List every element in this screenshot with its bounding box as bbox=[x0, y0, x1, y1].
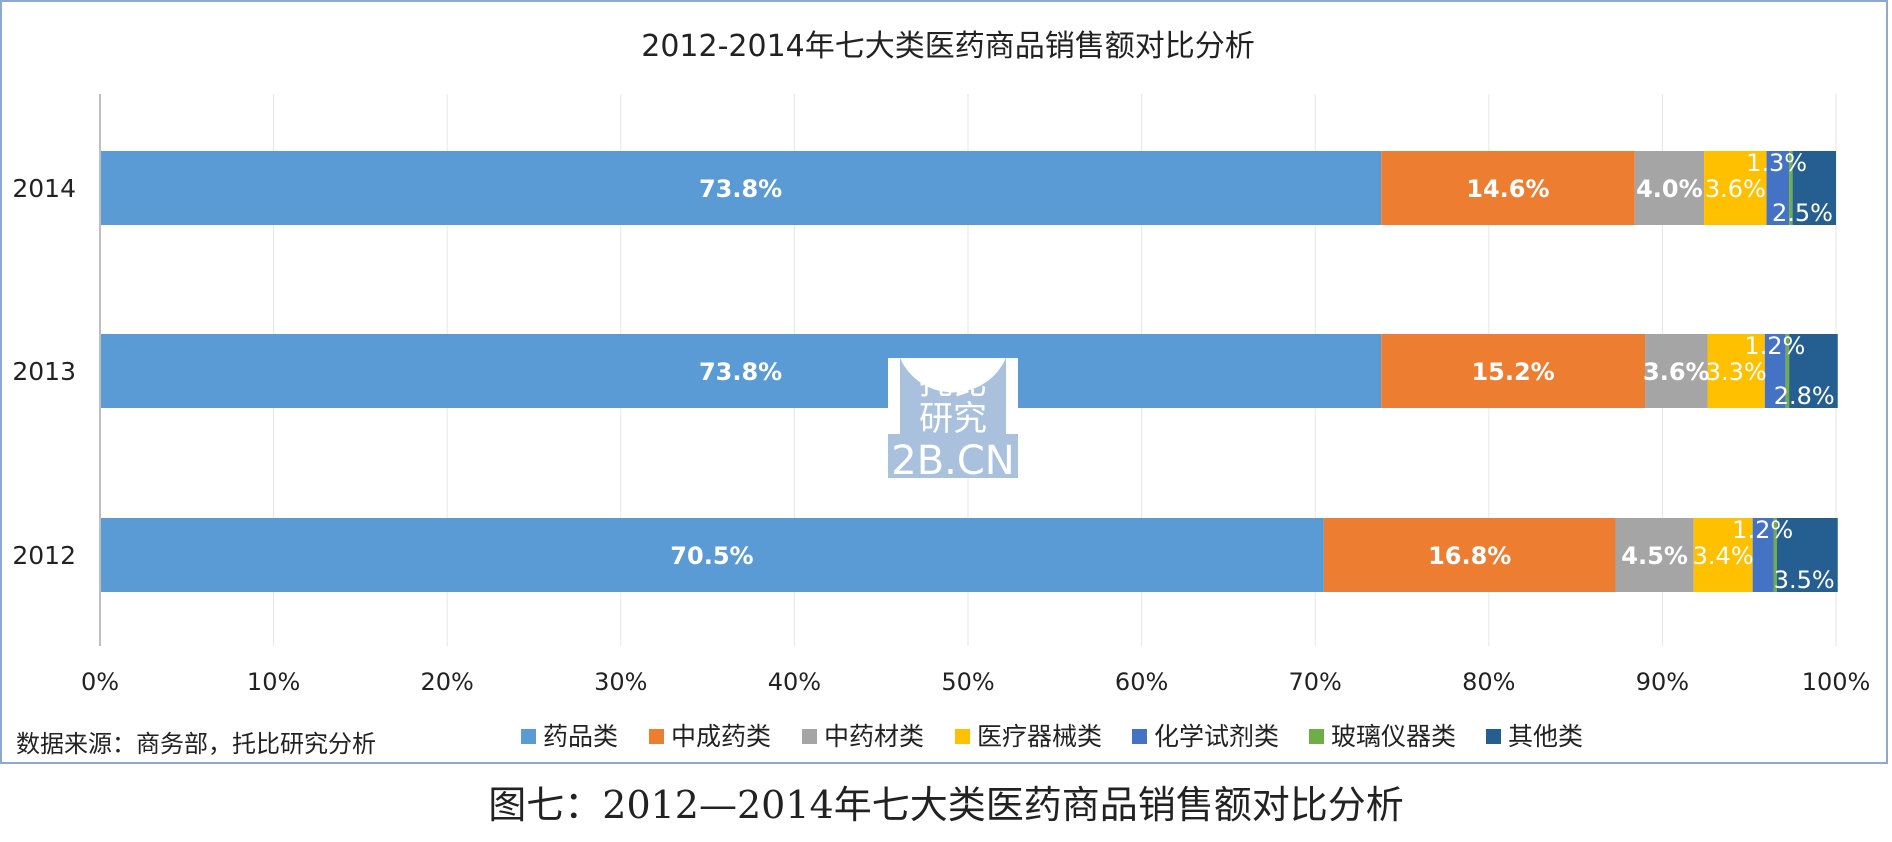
data-label: 1.2% bbox=[1732, 516, 1793, 544]
bars-layer bbox=[100, 151, 1838, 592]
legend: 药品类 中成药类 中药材类 医疗器械类 化学试剂类 玻璃仪器类 其他类 bbox=[521, 722, 1583, 751]
source-note: 数据来源：商务部，托比研究分析 bbox=[16, 730, 376, 758]
x-tick-label: 100% bbox=[1802, 668, 1871, 696]
bar-segment bbox=[1381, 151, 1635, 225]
y-category-label: 2012 bbox=[12, 541, 76, 570]
bar-segment bbox=[1634, 151, 1705, 225]
legend-label: 玻璃仪器类 bbox=[1331, 722, 1456, 751]
bar-segment bbox=[100, 334, 1382, 408]
data-label: 73.8% bbox=[699, 175, 782, 203]
x-tick-label: 20% bbox=[421, 668, 474, 696]
bar-segment bbox=[1773, 518, 1777, 592]
data-label: 73.8% bbox=[699, 358, 782, 386]
bar-segment bbox=[1789, 334, 1838, 408]
data-label: 14.6% bbox=[1466, 175, 1549, 203]
data-label: 15.2% bbox=[1471, 358, 1554, 386]
bar-segment bbox=[1323, 518, 1616, 592]
bar-segment bbox=[1792, 151, 1836, 225]
y-axis: 2014 2013 2012 bbox=[12, 94, 101, 646]
bar-segment bbox=[1785, 334, 1790, 408]
data-label: 4.5% bbox=[1621, 542, 1688, 570]
chart-title: 2012-2014年七大类医药商品销售额对比分析 bbox=[641, 29, 1255, 64]
x-tick-label: 40% bbox=[768, 668, 821, 696]
bar-segment bbox=[1707, 334, 1765, 408]
legend-swatch bbox=[1486, 729, 1501, 744]
x-tick-label: 50% bbox=[941, 668, 994, 696]
bar-segment bbox=[1381, 334, 1646, 408]
chart-frame: 2012-2014年七大类医药商品销售额对比分析 73.8% 14.6% 4.0% 3… bbox=[0, 0, 1888, 764]
legend-label: 其他类 bbox=[1508, 722, 1583, 751]
data-label: 2.5% bbox=[1772, 199, 1833, 227]
x-tick-label: 60% bbox=[1115, 668, 1168, 696]
x-tick-label: 80% bbox=[1462, 668, 1515, 696]
data-label: 70.5% bbox=[670, 542, 753, 570]
legend-label: 中药材类 bbox=[824, 722, 924, 751]
bar-segment bbox=[100, 518, 1324, 592]
watermark-shape bbox=[900, 358, 1006, 434]
data-label: 1.3% bbox=[1746, 149, 1807, 177]
y-category-label: 2014 bbox=[12, 174, 76, 203]
x-tick-label: 90% bbox=[1636, 668, 1689, 696]
bar-segment bbox=[100, 151, 1382, 225]
x-axis: 0% 10% 20% 30% 40% 50% 60% 70% 80% 90% 100% bbox=[81, 668, 1870, 696]
bar-segment bbox=[1764, 334, 1786, 408]
data-label: 3.3% bbox=[1706, 358, 1767, 386]
legend-label: 药品类 bbox=[543, 722, 618, 751]
legend-swatch bbox=[521, 729, 536, 744]
x-tick-label: 0% bbox=[81, 668, 119, 696]
legend-label: 医疗器械类 bbox=[977, 722, 1102, 751]
bar-segment bbox=[1789, 151, 1793, 225]
legend-swatch bbox=[1132, 729, 1147, 744]
bar-segment bbox=[1693, 518, 1753, 592]
bar-segment bbox=[1615, 518, 1694, 592]
data-label: 3.5% bbox=[1774, 566, 1835, 594]
legend-label: 中成药类 bbox=[671, 722, 771, 751]
data-label: 4.0% bbox=[1636, 175, 1703, 203]
legend-swatch bbox=[1309, 729, 1324, 744]
bar-segment bbox=[1776, 518, 1838, 592]
watermark-line2: 研究 bbox=[919, 399, 987, 439]
data-label: 3.6% bbox=[1705, 175, 1766, 203]
data-labels-layer: 73.8% 14.6% 4.0% 3.6%1.3%2.5%73.8% 15.2% 3.6%… bbox=[670, 149, 1834, 594]
bar-segment bbox=[1752, 518, 1774, 592]
legend-label: 化学试剂类 bbox=[1154, 722, 1279, 751]
data-label: 3.6% bbox=[1643, 358, 1710, 386]
legend-swatch bbox=[955, 729, 970, 744]
bar-segment bbox=[1645, 334, 1708, 408]
data-label: 16.8% bbox=[1428, 542, 1511, 570]
data-label: 2.8% bbox=[1774, 382, 1835, 410]
bar-segment bbox=[1704, 151, 1767, 225]
legend-swatch bbox=[802, 729, 817, 744]
y-category-label: 2013 bbox=[12, 357, 76, 386]
x-tick-label: 70% bbox=[1289, 668, 1342, 696]
legend-swatch bbox=[649, 729, 664, 744]
watermark-url: 2B.CN bbox=[891, 438, 1014, 484]
watermark-logo: 托比 研究 2B.CN bbox=[888, 358, 1018, 484]
chart-svg: 2012-2014年七大类医药商品销售额对比分析 73.8% 14.6% 4.0% 3… bbox=[12, 29, 1870, 758]
figure-caption: 图七：2012—2014年七大类医药商品销售额对比分析 bbox=[488, 783, 1404, 827]
watermark-line1: 托比 bbox=[919, 363, 987, 403]
x-tick-label: 30% bbox=[594, 668, 647, 696]
bar-segment bbox=[1766, 151, 1790, 225]
x-tick-label: 10% bbox=[247, 668, 300, 696]
watermark-band bbox=[888, 434, 1018, 478]
data-label: 1.2% bbox=[1744, 332, 1805, 360]
data-label: 3.4% bbox=[1693, 542, 1754, 570]
